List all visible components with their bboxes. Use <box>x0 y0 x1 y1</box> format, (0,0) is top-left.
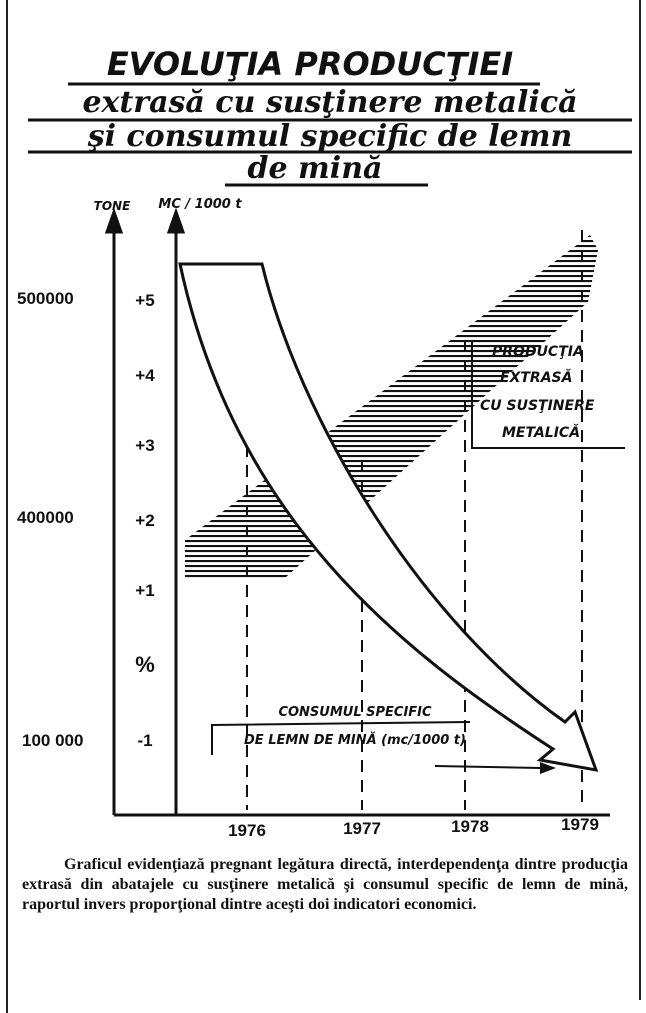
tick-label: +5 <box>135 291 154 310</box>
tick-label: +3 <box>135 436 154 455</box>
tick-label: 100 000 <box>22 731 83 750</box>
subtitle: de mină <box>248 151 383 186</box>
consumption-label: CONSUMUL SPECIFIC DE LEMN DE MINĂ (mc/10… <box>244 705 466 748</box>
tick-label: -1 <box>137 731 152 750</box>
tick-label: +1 <box>135 581 154 600</box>
subtitle: şi consumul specific de lemn <box>87 119 573 154</box>
title: EVOLUŢIA PRODUCŢIEI <box>107 45 513 83</box>
label-line: EXTRASĂ <box>500 368 572 386</box>
tick-label: +2 <box>135 511 154 530</box>
pointer <box>435 766 540 768</box>
label-line: CU SUSŢINERE <box>480 398 595 414</box>
production-label: PRODUCŢIA EXTRASĂ CU SUSŢINERE METALICĂ <box>480 344 595 441</box>
page-frame: EVOLUŢIA PRODUCŢIEI extrasă cu susţinere… <box>0 0 646 1013</box>
tick-label: % <box>135 652 155 677</box>
tick-label: 500000 <box>17 289 74 308</box>
year: 1977 <box>343 819 381 838</box>
year-labels: 1976 1977 1978 1979 <box>228 815 599 840</box>
left-ticks: 500000 400000 100 000 <box>17 289 83 750</box>
axis-label: TONE <box>94 199 131 213</box>
label-line: PRODUCŢIA <box>492 344 584 360</box>
tick-label: +4 <box>135 366 155 385</box>
year: 1979 <box>561 815 599 834</box>
year: 1976 <box>228 821 266 840</box>
label-line: DE LEMN DE MINĂ (mc/1000 t) <box>244 732 466 748</box>
axis-label: MC / 1000 t <box>158 197 242 212</box>
tick-label: 400000 <box>17 508 74 527</box>
right-ticks: +5 +4 +3 +2 +1 % -1 <box>135 291 155 750</box>
year: 1978 <box>451 817 489 836</box>
label-line: CONSUMUL SPECIFIC <box>278 705 432 720</box>
caption: Graficul evidenţiază pregnant legătura d… <box>22 855 628 915</box>
page: EVOLUŢIA PRODUCŢIEI extrasă cu susţinere… <box>0 0 646 1013</box>
label-line: METALICĂ <box>502 423 580 441</box>
subtitle: extrasă cu susţinere metalică <box>82 85 577 120</box>
